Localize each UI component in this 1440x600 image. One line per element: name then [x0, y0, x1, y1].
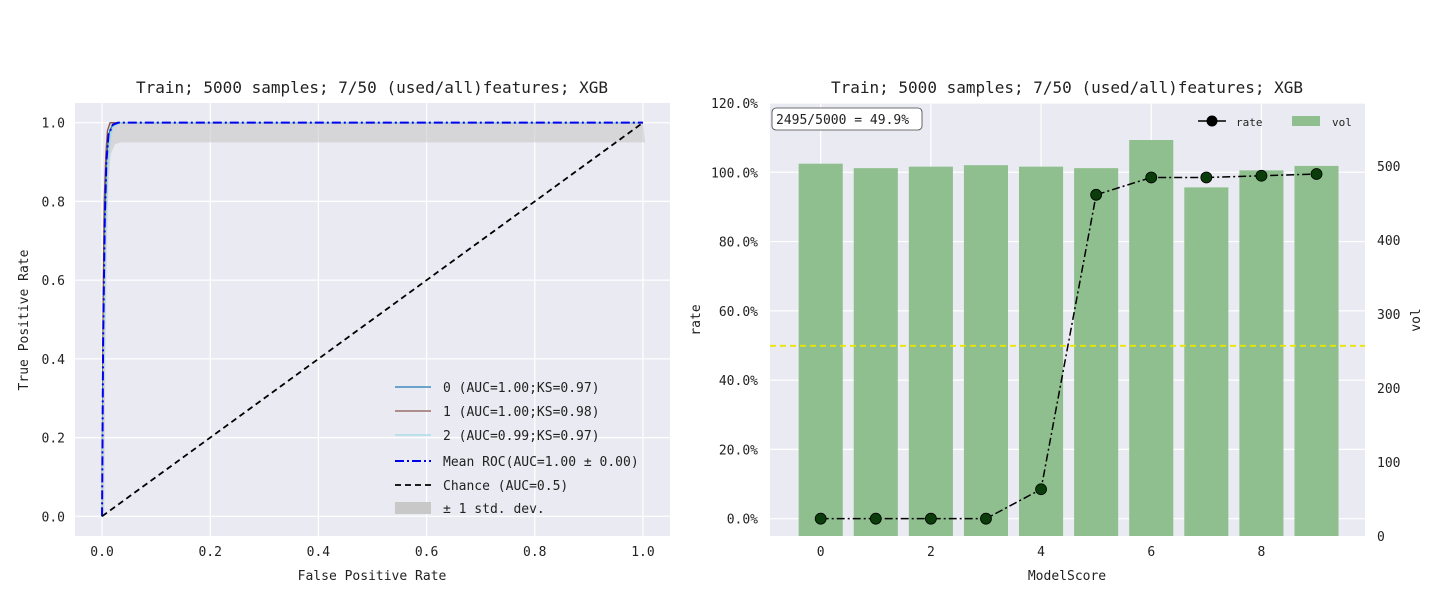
score-left-tick-label: 60.0% — [719, 305, 758, 320]
roc-legend-label: ± 1 std. dev. — [443, 502, 545, 517]
roc-legend-label: 1 (AUC=1.00;KS=0.98) — [443, 405, 600, 420]
roc-y-tick-label: 0.4 — [42, 353, 66, 368]
score-right-tick-label: 300 — [1377, 308, 1400, 323]
roc-x-tick-labels: 0.0 0.2 0.4 0.6 0.8 1.0 — [90, 545, 654, 560]
score-vol-bar — [1019, 166, 1064, 536]
roc-title: Train; 5000 samples; 7/50 (used/all)feat… — [136, 78, 608, 97]
roc-mean-line — [101, 121, 643, 517]
score-rate-point — [1035, 483, 1047, 496]
score-vol-bar — [1184, 187, 1229, 536]
score-x-axis-label: ModelScore — [1028, 569, 1106, 584]
score-legend-vol-swatch — [1292, 116, 1320, 126]
score-right-tick-label: 500 — [1377, 160, 1400, 175]
score-rate-point — [924, 512, 937, 525]
score-rate-series — [814, 168, 1323, 525]
roc-y-tick-label: 0.6 — [42, 274, 65, 289]
roc-y-tick-label: 1.0 — [42, 117, 65, 132]
score-legend-rate-marker — [1206, 115, 1218, 127]
score-vol-bars — [798, 140, 1339, 536]
roc-x-tick-label: 0.8 — [523, 545, 546, 560]
score-rate-point — [1090, 188, 1103, 201]
score-rate-point — [980, 512, 992, 525]
score-vol-bar — [798, 163, 843, 536]
roc-y-tick-label: 0.0 — [42, 510, 65, 525]
score-rate-point — [869, 512, 882, 525]
score-rate-point — [1255, 169, 1268, 182]
score-rate-point — [1200, 171, 1213, 184]
score-right-tick-label: 400 — [1377, 234, 1400, 249]
score-right-axis-label: vol — [1409, 308, 1424, 331]
score-left-tick-label: 40.0% — [719, 374, 758, 389]
score-left-tick-labels: 0.0% 20.0% 40.0% 60.0% 80.0% 100.0% 120.0% — [711, 97, 758, 528]
score-annotation-frame — [771, 107, 923, 131]
roc-y-tick-label: 0.2 — [42, 432, 65, 447]
score-right-tick-label: 200 — [1377, 382, 1400, 397]
score-left-tick-label: 120.0% — [711, 97, 758, 112]
score-left-tick-label: 20.0% — [719, 443, 758, 458]
score-x-tick-label: 2 — [927, 545, 935, 560]
roc-x-tick-label: 0.2 — [198, 545, 221, 560]
roc-y-tick-labels: 0.0 0.2 0.4 0.6 0.8 1.0 — [42, 117, 66, 526]
roc-legend-band-swatch — [395, 502, 431, 514]
roc-x-tick-label: 0.4 — [307, 545, 331, 560]
score-vol-bar — [1239, 170, 1284, 536]
score-vol-bar — [908, 166, 953, 536]
score-annotation-text: 2495/5000 = 49.9% — [776, 113, 909, 128]
score-x-tick-label: 4 — [1037, 545, 1045, 560]
roc-y-tick-label: 0.8 — [42, 195, 65, 210]
score-rate-point — [814, 512, 827, 525]
roc-chance-line — [101, 121, 644, 518]
roc-fold1-line — [101, 122, 643, 517]
score-title: Train; 5000 samples; 7/50 (used/all)feat… — [831, 78, 1303, 97]
score-left-tick-label: 80.0% — [719, 236, 758, 251]
score-vol-bar — [1294, 165, 1339, 536]
score-x-tick-label: 8 — [1258, 545, 1266, 560]
roc-x-tick-label: 0.0 — [90, 545, 113, 560]
score-vol-bar — [1074, 168, 1119, 536]
score-right-tick-label: 100 — [1377, 456, 1400, 471]
score-rate-point — [1310, 168, 1323, 180]
score-vol-bar — [853, 168, 898, 536]
score-right-tick-labels: 0 100 200 300 400 500 — [1377, 160, 1400, 545]
score-y-axis-label: rate — [689, 304, 704, 335]
roc-y-axis-label: True Positive Rate — [17, 249, 32, 390]
roc-gridlines — [75, 103, 670, 536]
score-rate-line — [820, 173, 1317, 520]
score-right-tick-label: 0 — [1377, 530, 1385, 545]
score-rate-point — [1145, 171, 1158, 184]
score-x-tick-label: 6 — [1147, 545, 1155, 560]
score-annotation-box: 2495/5000 = 49.9% — [771, 107, 923, 131]
score-plot: 0 2 4 6 8 0.0% 20.0% 40.0% 60.0% 80.0% 100.0% 120.… — [689, 78, 1424, 584]
score-legend: rate vol — [1198, 115, 1352, 129]
score-left-tick-label: 0.0% — [727, 513, 758, 528]
roc-x-tick-label: 0.6 — [415, 545, 438, 560]
score-left-tick-label: 100.0% — [711, 166, 758, 181]
roc-legend-label: Chance (AUC=0.5) — [443, 479, 568, 494]
score-legend-rate-label: rate — [1236, 116, 1263, 129]
roc-legend: 0 (AUC=1.00;KS=0.97) 1 (AUC=1.00;KS=0.98)… — [395, 381, 639, 517]
roc-x-axis-label: False Positive Rate — [298, 569, 447, 584]
score-x-tick-label: 0 — [817, 545, 825, 560]
roc-series-group — [101, 121, 644, 518]
score-vol-bar — [963, 165, 1008, 536]
roc-legend-label: 2 (AUC=0.99;KS=0.97) — [443, 429, 600, 444]
score-x-tick-labels: 0 2 4 6 8 — [817, 545, 1266, 560]
roc-x-tick-label: 1.0 — [631, 545, 654, 560]
roc-legend-label: 0 (AUC=1.00;KS=0.97) — [443, 381, 600, 396]
score-vol-bar — [1129, 140, 1174, 536]
roc-plot: 0.0 0.2 0.4 0.6 0.8 1.0 0.0 0.2 0.4 0.6 0.8 1.0 Tr… — [17, 78, 670, 584]
roc-legend-label: Mean ROC(AUC=1.00 ± 0.00) — [443, 455, 639, 470]
score-legend-vol-label: vol — [1332, 116, 1352, 129]
